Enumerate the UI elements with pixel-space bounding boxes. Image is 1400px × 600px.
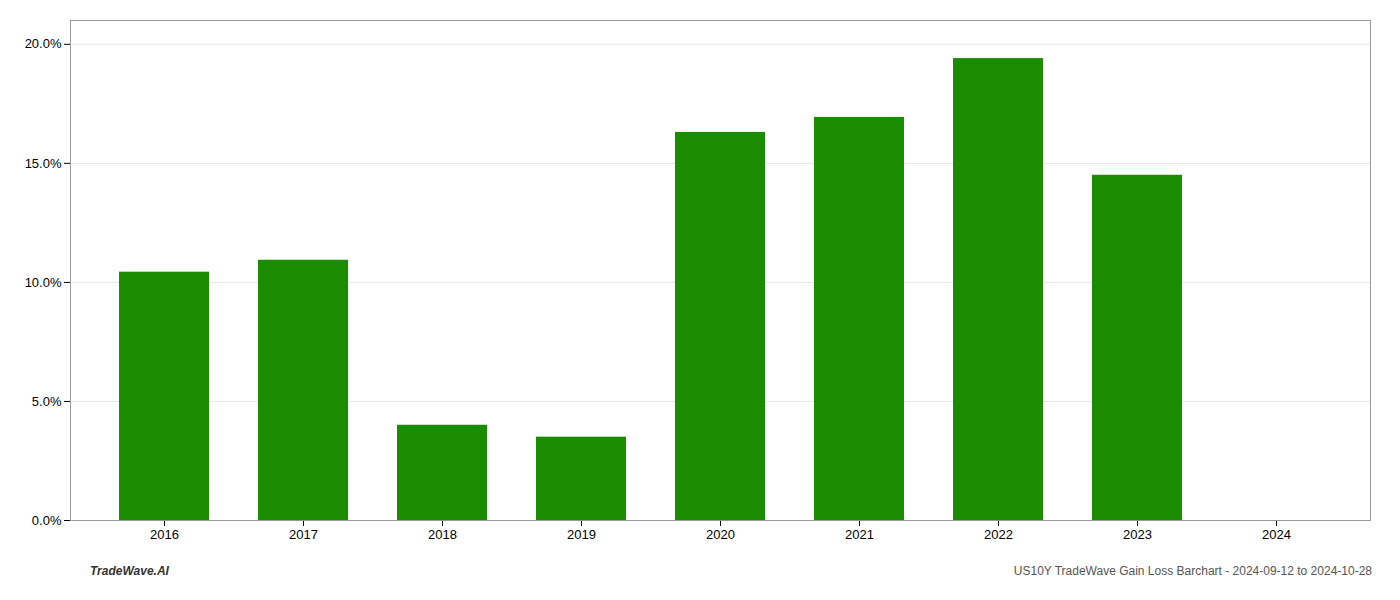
html-text:TradeWave.AI: TradeWave.AI xyxy=(90,564,169,578)
svg-text:2022: 2022 xyxy=(984,527,1013,542)
svg-text:0.0%: 0.0% xyxy=(32,513,62,528)
svg-text:2016: 2016 xyxy=(150,527,179,542)
svg-text:10.0%: 10.0% xyxy=(25,275,62,290)
svg-text:2023: 2023 xyxy=(1123,527,1152,542)
html-text:US10Y TradeWave Gain Loss Barc: US10Y TradeWave Gain Loss Barchart - 202… xyxy=(1013,564,1372,578)
svg-text:5.0%: 5.0% xyxy=(32,394,62,409)
svg-text:2018: 2018 xyxy=(428,527,457,542)
svg-text:2019: 2019 xyxy=(567,527,596,542)
svg-text:2017: 2017 xyxy=(289,527,318,542)
svg-text:20.0%: 20.0% xyxy=(25,36,62,51)
svg-text:2024: 2024 xyxy=(1262,527,1291,542)
svg-text:2020: 2020 xyxy=(706,527,735,542)
svg-text:15.0%: 15.0% xyxy=(25,156,62,171)
svg-text:2021: 2021 xyxy=(845,527,874,542)
